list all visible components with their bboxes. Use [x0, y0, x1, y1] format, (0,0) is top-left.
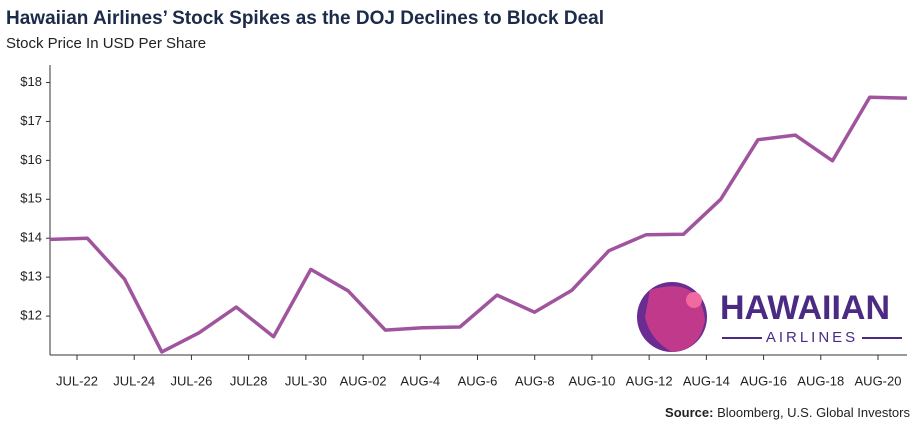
x-tick-label: AUG-14: [683, 373, 730, 388]
x-tick-label: AUG-10: [568, 373, 615, 388]
logo-flower: [686, 292, 702, 308]
source-text: Bloomberg, U.S. Global Investors: [717, 405, 910, 420]
chart-subtitle: Stock Price In USD Per Share: [6, 35, 206, 52]
x-tick-label: JUL-26: [170, 373, 212, 388]
y-tick-label: $14: [20, 230, 42, 245]
x-tick-label: AUG-20: [855, 373, 902, 388]
x-tick-label: AUG-02: [340, 373, 387, 388]
x-tick-label: JUL-22: [56, 373, 98, 388]
logo-name: HAWAIIAN: [720, 289, 890, 327]
x-tick-label: JUL-30: [285, 373, 327, 388]
x-tick-label: AUG-12: [626, 373, 673, 388]
x-tick-label: JUL28: [230, 373, 268, 388]
logo-sub: AIRLINES: [766, 329, 858, 346]
logo: HAWAIIAN AIRLINES: [637, 282, 902, 352]
y-tick-label: $17: [20, 113, 42, 128]
x-tick-label: AUG-18: [797, 373, 844, 388]
x-tick-label: AUG-16: [740, 373, 787, 388]
y-tick-label: $18: [20, 74, 42, 89]
y-tick-label: $13: [20, 269, 42, 284]
x-tick-label: JUL-24: [113, 373, 155, 388]
source-label: Source:: [665, 405, 713, 420]
price-line: [49, 95, 908, 354]
y-tick-label: $15: [20, 191, 42, 206]
x-tick-label: AUG-8: [515, 373, 555, 388]
y-tick-label: $12: [20, 308, 42, 323]
x-tick-label: AUG-6: [458, 373, 498, 388]
chart-title: Hawaiian Airlines’ Stock Spikes as the D…: [6, 8, 604, 29]
y-tick-label: $16: [20, 152, 42, 167]
x-tick-label: AUG-4: [400, 373, 440, 388]
source: Source: Bloomberg, U.S. Global Investors: [665, 405, 910, 420]
